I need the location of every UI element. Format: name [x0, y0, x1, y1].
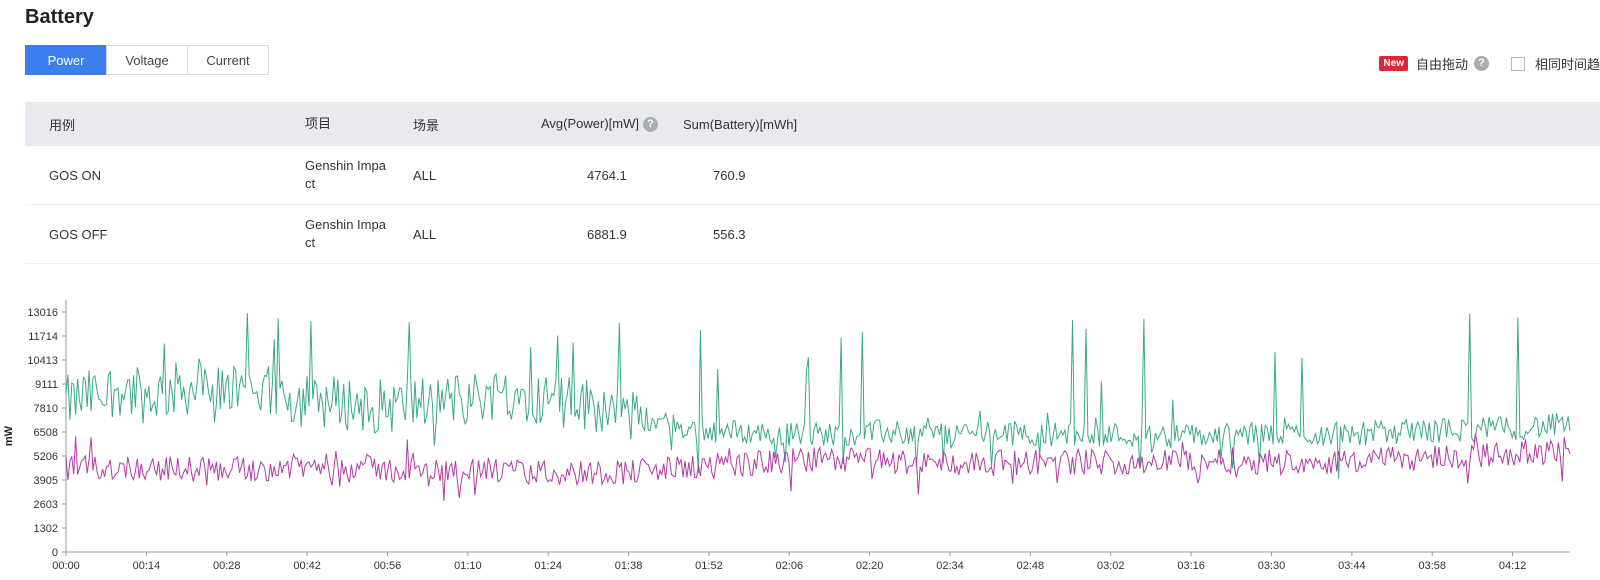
cell-sum-battery: 760.9 [713, 167, 746, 183]
x-tick-label: 01:24 [534, 560, 562, 572]
x-tick-label: 00:28 [213, 560, 241, 572]
y-tick-label: 0 [52, 547, 58, 559]
y-tick-label: 7810 [34, 403, 58, 415]
new-badge: New [1379, 56, 1408, 71]
cell-scene: ALL [413, 226, 437, 242]
power-line-chart: 0 1302 2603 3905 5206 6508 7810 9111 10413 11714 1… [3, 300, 1571, 572]
x-tick-label: 03:44 [1338, 560, 1366, 572]
cell-sum-battery: 556.3 [713, 226, 746, 242]
cell-project: Genshin Impact [305, 158, 386, 191]
header-scene: 场景 [413, 117, 440, 133]
x-tick-label: 00:56 [374, 560, 402, 572]
header-project: 项目 [305, 116, 332, 131]
tab-current[interactable]: Current [187, 45, 269, 75]
cell-case: GOS OFF [49, 226, 108, 242]
cell-scene: ALL [413, 167, 437, 183]
header-case: 用例 [49, 117, 76, 133]
page-title: Battery [25, 6, 94, 28]
x-tick-label: 00:42 [293, 560, 321, 572]
help-icon[interactable]: ? [1473, 56, 1489, 71]
cell-avg-power: 4764.1 [587, 167, 627, 183]
y-tick-label: 1302 [34, 523, 58, 535]
x-tick-label: 02:06 [776, 560, 804, 572]
x-tick-label: 02:20 [856, 560, 884, 572]
summary-table: 用例 项目 场景 Avg(Power)[mW]? Sum(Battery)[mW… [25, 102, 1600, 264]
cell-project: Genshin Impact [305, 217, 386, 250]
same-time-label: 相同时间趋 [1534, 57, 1600, 72]
help-icon[interactable]: ? [643, 117, 658, 133]
y-tick-label: 10413 [27, 355, 58, 367]
x-tick-label: 00:14 [133, 560, 161, 572]
tab-power[interactable]: Power [25, 45, 107, 75]
y-tick-label: 6508 [34, 427, 58, 439]
x-tick-label: 03:58 [1418, 560, 1446, 572]
header-sum-battery: Sum(Battery)[mWh] [683, 116, 798, 132]
y-tick-label: 13016 [27, 307, 58, 319]
x-tick-label: 03:16 [1177, 560, 1205, 572]
header-avg-power-label: Avg(Power)[mW] [541, 115, 639, 131]
metric-tabs: Power Voltage Current [25, 45, 269, 75]
series-line-2 [65, 433, 1571, 501]
x-tick-label: 03:02 [1097, 560, 1125, 572]
x-tick-label: 03:30 [1258, 560, 1286, 572]
table-header: 用例 项目 场景 Avg(Power)[mW]? Sum(Battery)[mW… [25, 102, 1600, 146]
cell-avg-power: 6881.9 [587, 226, 627, 242]
table-row: GOS ON Genshin Impact ALL 4764.1 760.9 [25, 146, 1600, 205]
x-tick-label: 02:34 [936, 560, 964, 572]
x-tick-label: 01:10 [454, 560, 482, 572]
chart-toolbar: New 自由拖动 ? 相同时间趋 [1379, 54, 1600, 73]
x-tick-label: 02:48 [1017, 560, 1045, 572]
table-row: GOS OFF Genshin Impact ALL 6881.9 556.3 [25, 205, 1600, 264]
free-drag-label[interactable]: 自由拖动 [1415, 57, 1468, 72]
y-axis-label: mW [3, 425, 15, 446]
cell-case: GOS ON [49, 167, 102, 183]
y-tick-label: 11714 [28, 331, 58, 343]
y-tick-label: 2603 [34, 499, 58, 511]
tab-voltage[interactable]: Voltage [106, 45, 188, 75]
x-tick-label: 00:00 [52, 560, 80, 572]
same-time-checkbox[interactable] [1510, 56, 1525, 71]
x-tick-label: 01:38 [615, 560, 643, 572]
y-tick-label: 9111 [35, 379, 58, 391]
y-tick-label: 3905 [34, 475, 58, 487]
series-line-1 [65, 312, 1571, 479]
header-avg-power: Avg(Power)[mW]? [515, 115, 667, 133]
x-tick-label: 01:52 [695, 560, 723, 572]
x-tick-label: 04:12 [1499, 560, 1527, 572]
y-tick-label: 5206 [34, 451, 58, 463]
